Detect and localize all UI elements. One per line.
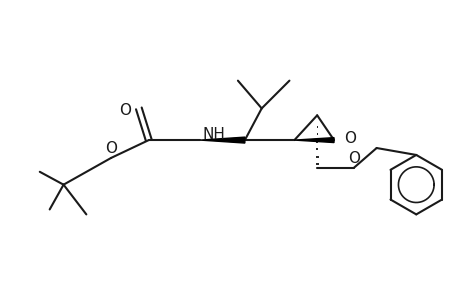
Text: NH: NH	[202, 127, 224, 142]
Text: O: O	[347, 151, 359, 166]
Text: O: O	[119, 103, 131, 118]
Text: O: O	[105, 141, 117, 156]
Text: O: O	[343, 130, 355, 146]
Polygon shape	[200, 137, 244, 143]
Polygon shape	[294, 138, 333, 142]
